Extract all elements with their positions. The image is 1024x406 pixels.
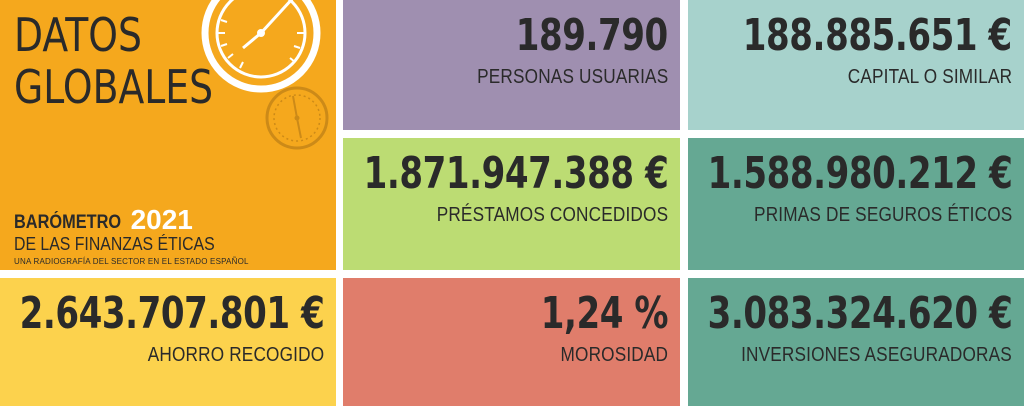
stat-personas-usuarias: 189.790 PERSONAS USUARIAS: [343, 0, 680, 130]
brand-year: 2021: [130, 204, 193, 235]
stat-label: PRÉSTAMOS CONCEDIDOS: [436, 204, 668, 226]
stat-label: INVERSIONES ASEGURADORAS: [741, 344, 1012, 366]
brand-block: BARÓMETRO 2021 DE LAS FINANZAS ÉTICAS UN…: [14, 204, 334, 267]
page-title-line1: DATOS: [14, 8, 142, 62]
brand-tagline: UNA RADIOGRAFÍA DEL SECTOR EN EL ESTADO …: [14, 257, 249, 266]
stat-inversiones: 3.083.324.620 € INVERSIONES ASEGURADORAS: [688, 278, 1024, 406]
stat-label: PERSONAS USUARIAS: [476, 66, 668, 88]
stat-value: 1.871.947.388 €: [363, 148, 668, 199]
stat-morosidad: 1,24 % MOROSIDAD: [343, 278, 680, 406]
stat-value: 2.643.707.801 €: [19, 288, 324, 339]
stat-value: 3.083.324.620 €: [707, 288, 1012, 339]
stat-label: PRIMAS DE SEGUROS ÉTICOS: [753, 204, 1012, 226]
stat-prestamos: 1.871.947.388 € PRÉSTAMOS CONCEDIDOS: [343, 138, 680, 270]
stat-ahorro: 2.643.707.801 € AHORRO RECOGIDO: [0, 278, 336, 406]
stat-value: 188.885.651 €: [743, 10, 1012, 61]
stat-value: 189.790: [515, 10, 668, 61]
brand-name: BARÓMETRO: [14, 212, 122, 233]
stat-primas-seguros: 1.588.980.212 € PRIMAS DE SEGUROS ÉTICOS: [688, 138, 1024, 270]
page-title-line2: GLOBALES: [14, 60, 214, 114]
stat-value: 1.588.980.212 €: [707, 148, 1012, 199]
title-tile: DATOS GLOBALES: [0, 0, 336, 270]
speedometer-icon: [201, 0, 321, 93]
stat-label: MOROSIDAD: [560, 344, 668, 366]
stat-label: AHORRO RECOGIDO: [147, 344, 324, 366]
stat-capital: 188.885.651 € CAPITAL O SIMILAR: [688, 0, 1024, 130]
stat-value: 1,24 %: [540, 288, 669, 339]
brand-subtitle: DE LAS FINANZAS ÉTICAS: [14, 234, 215, 254]
stat-label: CAPITAL O SIMILAR: [847, 66, 1012, 88]
small-gauge-icon: [265, 86, 329, 150]
